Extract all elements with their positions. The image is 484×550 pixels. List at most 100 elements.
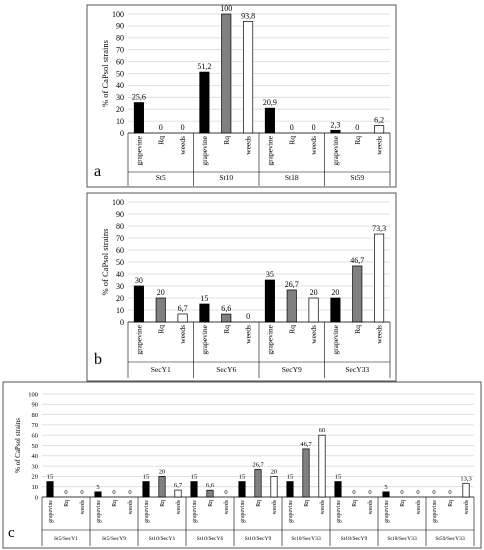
group-label: SecY33 (345, 365, 369, 374)
y-tick-label: 20 (32, 474, 39, 481)
data-label: 30 (135, 276, 143, 285)
data-label: 26,7 (252, 461, 264, 468)
bar (308, 297, 319, 323)
y-tick-label: 50 (32, 443, 39, 450)
bar (270, 476, 278, 498)
bar (318, 434, 326, 498)
data-label: 0 (112, 489, 115, 496)
group-label: St10/SecY33 (291, 536, 321, 542)
bar (264, 279, 275, 323)
subcategory-label: weeds (244, 325, 253, 344)
subcategory-label: Rq (353, 325, 362, 334)
group-label: St10/SecY9 (245, 536, 272, 542)
y-tick-label: 50 (116, 69, 124, 78)
subcategory-label: Rq (304, 500, 310, 507)
data-label: 0 (400, 489, 403, 496)
y-tick-label: 10 (116, 306, 124, 315)
bar (238, 481, 246, 498)
bar (133, 285, 144, 323)
bar (206, 489, 214, 498)
data-label: 0 (80, 489, 83, 496)
y-tick-label: 60 (32, 432, 39, 439)
y-tick-label: 80 (116, 34, 124, 43)
y-tick-label: 40 (116, 270, 124, 279)
data-label: 15 (143, 474, 150, 481)
bar (302, 448, 310, 498)
bar (94, 491, 102, 498)
bar (286, 481, 294, 498)
subcategory-label: Rq (208, 500, 214, 507)
subcategory-label: grapevine (192, 500, 198, 523)
bar (133, 102, 144, 134)
bar (330, 297, 341, 323)
subcategory-label: weeds (176, 499, 182, 514)
y-tick-label: 10 (32, 484, 39, 491)
group-label: St5/SecY1 (54, 536, 78, 542)
data-label: 2,3 (330, 120, 340, 129)
panel-label: b (94, 351, 102, 368)
data-label: 26,7 (285, 280, 299, 289)
bar (142, 481, 150, 498)
bar (334, 481, 342, 498)
y-tick-label: 50 (116, 258, 124, 267)
subcategory-label: Rq (160, 500, 166, 507)
y-tick-label: 80 (32, 412, 39, 419)
y-tick-label: 40 (32, 453, 39, 460)
subcategory-label: Rq (112, 500, 118, 507)
group-label: St59 (350, 173, 364, 182)
group-label: St18/SecY33 (387, 536, 417, 542)
subcategory-label: grapevine (96, 500, 102, 523)
data-label: 0 (368, 489, 371, 496)
subcategory-label: Rq (287, 325, 296, 334)
data-label: 35 (266, 270, 274, 279)
subcategory-label: grapevine (331, 324, 340, 354)
data-label: 15 (239, 474, 246, 481)
group-label: St5/SecY9 (102, 536, 126, 542)
data-label: 15 (191, 474, 198, 481)
data-label: 6,2 (374, 116, 384, 125)
group-label: St10/SecY1 (149, 536, 176, 542)
subcategory-label: weeds (464, 499, 470, 514)
subcategory-label: weeds (416, 499, 422, 514)
bar (286, 289, 297, 323)
data-label: 60 (319, 427, 326, 434)
y-tick-label: 40 (116, 81, 124, 90)
data-label: 100 (220, 4, 232, 13)
y-tick-label: 90 (116, 210, 124, 219)
data-label: 15 (200, 294, 208, 303)
y-axis-label: % of CaPsol strains (100, 40, 110, 107)
subcategory-label: Rq (222, 325, 231, 334)
y-tick-label: 60 (116, 57, 124, 66)
bar (374, 125, 385, 134)
y-tick-label: 20 (116, 294, 124, 303)
data-label: 46,7 (350, 256, 364, 265)
y-tick-label: 0 (120, 318, 124, 327)
data-label: 73,3 (372, 224, 386, 233)
subcategory-label: grapevine (135, 324, 144, 354)
subcategory-label: weeds (128, 499, 134, 514)
subcategory-label: weeds (224, 499, 230, 514)
y-tick-label: 70 (116, 234, 124, 243)
data-label: 6,7 (174, 482, 183, 489)
subcategory-label: weeds (309, 325, 318, 344)
subcategory-label: grapevine (266, 135, 275, 165)
subcategory-label: weeds (320, 499, 326, 514)
y-tick-label: 60 (116, 246, 124, 255)
subcategory-label: weeds (309, 136, 318, 155)
bar (264, 107, 275, 134)
subcategory-label: Rq (222, 136, 231, 145)
subcategory-label: grapevine (288, 500, 294, 523)
y-axis-label: % of CaPsol strains (14, 418, 22, 473)
bar (155, 297, 166, 323)
chart-panel-b: 0 10 20 30 40 50 60 70 80 90 100 % of CaPsol strain… (86, 192, 397, 382)
group-label: St59/SecY33 (435, 536, 465, 542)
y-tick-label: 100 (28, 391, 38, 398)
data-label: 46,7 (300, 441, 312, 448)
data-label: 0 (181, 123, 185, 132)
y-tick-label: 30 (116, 282, 124, 291)
group-label: St10 (219, 173, 233, 182)
group-label: St5 (156, 173, 166, 182)
data-label: 6,6 (221, 304, 231, 313)
